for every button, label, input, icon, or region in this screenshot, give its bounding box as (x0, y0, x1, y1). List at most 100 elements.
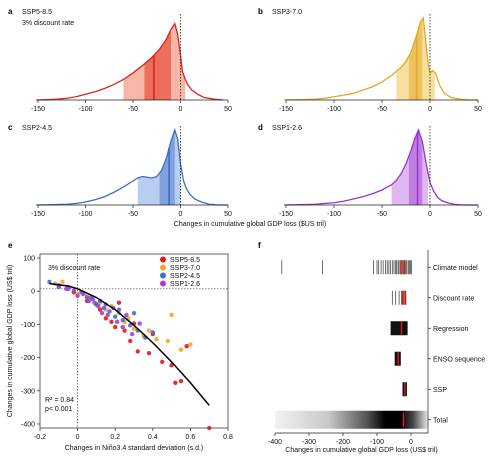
scatter-point (47, 279, 52, 285)
density-curve (284, 16, 478, 101)
y-tick-label: -200 (21, 355, 35, 362)
legend-label: SSP3-7.0 (170, 265, 200, 272)
scatter-point (122, 328, 127, 333)
x-tick-label: 0 (76, 434, 80, 441)
panel-f: f Climate model Discount rate Regression ENS… (258, 241, 485, 454)
scatter-point (88, 295, 93, 300)
scatter-point (131, 326, 137, 332)
x-tick-label: 0 (179, 211, 183, 218)
x-axis-label: Changes in cumulative global GDP loss (U… (285, 447, 437, 454)
panel-a: -150 -100 -50 0 50 a SSP5-8.5 3% discount rate (8, 7, 232, 113)
y-tick-label: -300 (21, 388, 35, 395)
y-tick-label: 100 (23, 256, 35, 263)
x-tick-label: -100 (327, 211, 341, 218)
row-label: Regression (433, 326, 469, 333)
scatter-point (146, 328, 152, 333)
x-tick-label: 0 (409, 439, 413, 446)
discount-label: 3% discount rate (22, 20, 74, 27)
scatter-point (81, 291, 86, 297)
panel-tag: c (8, 123, 13, 132)
panel-tag: a (8, 7, 13, 16)
scatter-point (107, 309, 112, 314)
scatter-point (154, 337, 159, 342)
scatter-point (101, 305, 107, 311)
scatter-point (131, 310, 137, 316)
scatter-point (178, 378, 184, 384)
x-tick-label: -200 (336, 439, 350, 446)
x-tick-label: 0 (428, 211, 432, 218)
x-tick-label: 0.6 (186, 434, 196, 441)
x-tick-label: 0 (179, 106, 183, 113)
x-tick-label: 0 (428, 106, 432, 113)
scatter-point (92, 300, 97, 305)
x-tick-label: -50 (128, 106, 138, 113)
panel-d: -150 -100 -50 0 50 d SSP1-2.6 (258, 123, 482, 218)
x-tick-label: -100 (327, 106, 341, 113)
x-tick-label: -100 (78, 106, 92, 113)
legend-marker (160, 264, 166, 271)
density-curve (36, 127, 228, 206)
annotation: 3% discount rate (48, 265, 100, 272)
legend-label: SSP1-2.6 (170, 281, 200, 288)
row-label: Discount rate (433, 295, 474, 302)
panel-e: e -0.2 0 0.2 0.4 0.6 0.8 100 0 -100 -200 -300 -400 SS… (7, 241, 233, 452)
scatter-point (207, 425, 212, 431)
x-axis-label: Changes in Niño3.4 standard deviation (s… (65, 445, 204, 452)
x-tick-label: 0.8 (223, 434, 233, 441)
scatter-point (113, 324, 118, 330)
scatter-point (169, 312, 174, 318)
scatter-point (64, 286, 69, 291)
legend-marker (160, 272, 166, 279)
scatter-point (116, 307, 122, 312)
scenario-label: SSP5-8.5 (22, 9, 52, 16)
density-curve (284, 128, 478, 206)
scatter-point (99, 310, 105, 316)
scenario-label: SSP3-7.0 (272, 9, 302, 16)
scatter-point (109, 319, 114, 325)
x-tick-label: -150 (279, 211, 293, 218)
scatter-point (124, 312, 129, 318)
scenario-label: SSP2-4.5 (22, 125, 52, 132)
scatter-point (103, 316, 109, 321)
x-tick-label: -300 (302, 439, 316, 446)
scatter-point (160, 359, 165, 365)
scatter-point (146, 350, 152, 356)
y-tick-label: 0 (31, 289, 35, 296)
scatter-point (137, 321, 142, 326)
scatter-point (105, 312, 110, 318)
scatter-point (135, 349, 140, 354)
scatter-point (60, 279, 65, 285)
x-tick-label: -400 (268, 439, 282, 446)
scatter-point (71, 288, 77, 293)
density-band (390, 321, 408, 336)
shared-x-axis-label: Changes in cumulative global GDP loss ($… (174, 221, 326, 228)
scatter-point (188, 342, 193, 347)
density-shade-inner (159, 130, 175, 205)
density-shade-inner (144, 29, 171, 101)
x-tick-label: -100 (78, 211, 92, 218)
x-tick-label: -0.2 (34, 434, 46, 441)
x-tick-label: -50 (377, 106, 387, 113)
x-tick-label: -50 (377, 211, 387, 218)
row-label: ENSO sequence (433, 356, 485, 363)
x-tick-label: -150 (31, 211, 45, 218)
x-tick-label: 50 (224, 211, 232, 218)
x-tick-label: 0.2 (110, 434, 120, 441)
panel-c: -150 -100 -50 0 50 c SSP2-4.5 (8, 123, 232, 218)
scatter-point (75, 293, 80, 298)
scatter-point (84, 295, 90, 300)
x-tick-label: -150 (279, 106, 293, 113)
scatter-point (184, 344, 189, 349)
x-tick-label: 50 (474, 106, 482, 113)
x-tick-label: -50 (128, 211, 138, 218)
scatter-point (113, 314, 118, 319)
scatter-point (178, 347, 184, 352)
row-label: Climate model (433, 265, 478, 272)
scatter-point (165, 338, 171, 344)
scatter-point (120, 317, 125, 323)
stats-r2: R² = 0.84 (45, 397, 74, 404)
panel-tag: d (258, 123, 263, 132)
scatter-point (120, 324, 125, 330)
density-band (275, 410, 428, 429)
